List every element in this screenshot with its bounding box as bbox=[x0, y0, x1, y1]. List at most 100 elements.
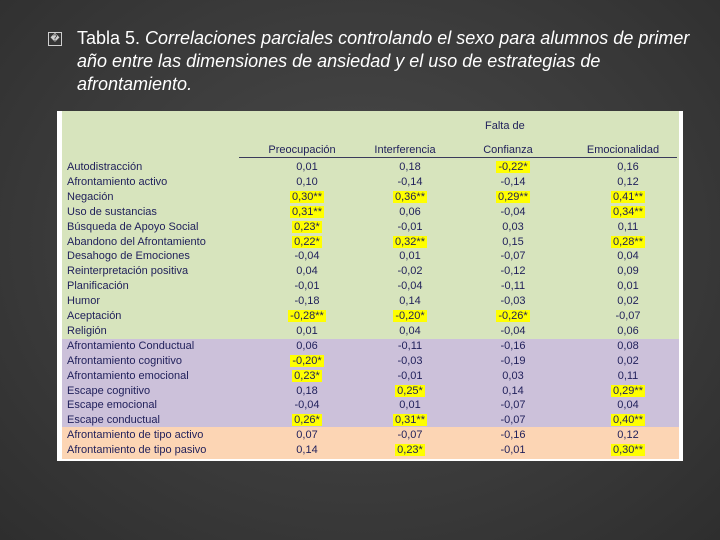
table-row: Reinterpretación positiva 0,04 -0,02 -0,12 0… bbox=[62, 264, 679, 279]
cell-value: -0,26* bbox=[496, 310, 530, 322]
cell-value: 0,11 bbox=[617, 369, 639, 382]
cell-value: -0,16 bbox=[500, 339, 526, 352]
cell-value: -0,01 bbox=[500, 444, 526, 457]
cell-value: 0,18 bbox=[399, 161, 421, 173]
table-cell: -0,01 bbox=[358, 369, 462, 384]
table-cell: 0,07 bbox=[255, 428, 359, 443]
table-cell: -0,14 bbox=[461, 175, 565, 190]
row-label: Afrontamiento de tipo pasivo bbox=[67, 444, 207, 457]
table-row: Escape conductual 0,26* 0,31** -0,07 0,40** bbox=[62, 413, 679, 428]
table-row: Humor -0,18 0,14 -0,03 0,02 bbox=[62, 294, 679, 309]
cell-value: -0,07 bbox=[500, 399, 526, 412]
table-row: Afrontamiento activo 0,10 -0,14 -0,14 0,12 bbox=[62, 175, 679, 190]
column-header: Interferencia bbox=[374, 144, 436, 156]
cell-value: 0,23* bbox=[395, 444, 425, 457]
table-cell: -0,07 bbox=[461, 413, 565, 428]
table-row: Aceptación -0,28** -0,20* -0,26* -0,07 bbox=[62, 309, 679, 324]
table-cell: 0,04 bbox=[576, 398, 680, 413]
correlation-table: Falta de Preocupación Interferencia Conf… bbox=[57, 111, 683, 461]
row-label: Planificación bbox=[67, 280, 129, 293]
table-cell: -0,20* bbox=[255, 354, 359, 369]
table-cell: -0,04 bbox=[255, 398, 359, 413]
table-cell: 0,25* bbox=[358, 384, 462, 399]
orange-band bbox=[62, 427, 679, 459]
green-band bbox=[62, 159, 679, 339]
cell-value: 0,04 bbox=[617, 250, 639, 263]
cell-value: 0,01 bbox=[296, 324, 318, 337]
table-cell: 0,29** bbox=[461, 190, 565, 205]
row-label: Humor bbox=[67, 295, 101, 308]
cell-value: -0,11 bbox=[500, 280, 526, 293]
cell-value: 0,15 bbox=[502, 235, 524, 248]
cell-value: -0,07 bbox=[397, 429, 423, 442]
table-cell: -0,19 bbox=[461, 354, 565, 369]
table-cell: 0,01 bbox=[576, 279, 680, 294]
cell-value: 0,04 bbox=[399, 324, 421, 337]
table-cell: 0,34** bbox=[576, 205, 680, 220]
row-label: Afrontamiento Conductual bbox=[67, 339, 195, 352]
table-cell: 0,02 bbox=[576, 294, 680, 309]
table-cell: 0,31** bbox=[358, 413, 462, 428]
table-cell: -0,16 bbox=[461, 428, 565, 443]
cell-value: 0,40** bbox=[611, 414, 645, 427]
table-cell: 0,03 bbox=[461, 369, 565, 384]
cell-value: -0,04 bbox=[397, 280, 423, 293]
table-cell: -0,11 bbox=[461, 279, 565, 294]
table-cell: 0,36** bbox=[358, 190, 462, 205]
table-cell: -0,01 bbox=[461, 443, 565, 458]
cell-value: -0,16 bbox=[500, 429, 526, 442]
cell-value: 0,18 bbox=[296, 384, 318, 397]
cell-value: 0,22* bbox=[292, 235, 322, 248]
cell-value: 0,09 bbox=[617, 265, 639, 278]
cell-value: -0,19 bbox=[500, 354, 526, 367]
table-row: Planificación -0,01 -0,04 -0,11 0,01 bbox=[62, 279, 679, 294]
table-cell: -0,04 bbox=[358, 279, 462, 294]
table-cell: 0,31** bbox=[255, 205, 359, 220]
cell-value: 0,06 bbox=[617, 324, 639, 337]
header-divider bbox=[239, 157, 677, 158]
cell-value: 0,06 bbox=[296, 339, 318, 352]
table-cell: -0,20* bbox=[358, 309, 462, 324]
table-cell: 0,23* bbox=[255, 369, 359, 384]
table-cell: -0,04 bbox=[461, 205, 565, 220]
table-cell: 0,09 bbox=[576, 264, 680, 279]
row-label: Afrontamiento activo bbox=[67, 175, 168, 188]
table-row: Afrontamiento cognitivo -0,20* -0,03 -0,19 0… bbox=[62, 354, 679, 369]
cell-value: 0,16 bbox=[617, 161, 639, 173]
cell-value: 0,34** bbox=[611, 205, 645, 218]
table-cell: 0,10 bbox=[255, 175, 359, 190]
table-cell: 0,14 bbox=[461, 384, 565, 399]
table-cell: 0,18 bbox=[358, 160, 462, 175]
cell-value: 0,36** bbox=[393, 190, 427, 203]
table-cell: -0,01 bbox=[358, 220, 462, 235]
cell-value: 0,01 bbox=[617, 280, 639, 293]
table-cell: 0,01 bbox=[255, 160, 359, 175]
cell-value: 0,29** bbox=[611, 384, 645, 397]
table-cell: 0,29** bbox=[576, 384, 680, 399]
caption-text: Correlaciones parciales controlando el s… bbox=[77, 28, 690, 94]
cell-value: 0,01 bbox=[296, 161, 318, 173]
row-label: Escape cognitivo bbox=[67, 384, 151, 397]
table-row: Escape emocional -0,04 0,01 -0,07 0,04 bbox=[62, 398, 679, 413]
cell-value: -0,01 bbox=[397, 369, 423, 382]
cell-value: 0,06 bbox=[399, 205, 421, 218]
cell-value: 0,14 bbox=[296, 444, 318, 457]
table-row: Religión 0,01 0,04 -0,04 0,06 bbox=[62, 324, 679, 339]
table-cell: -0,14 bbox=[358, 175, 462, 190]
cell-value: -0,07 bbox=[500, 250, 526, 263]
caption-label: Tabla 5. bbox=[77, 28, 141, 48]
table-cell: -0,07 bbox=[461, 249, 565, 264]
table-cell: 0,04 bbox=[255, 264, 359, 279]
cell-value: 0,07 bbox=[296, 429, 318, 442]
cell-value: 0,01 bbox=[399, 250, 421, 263]
cell-value: -0,14 bbox=[397, 175, 423, 188]
cell-value: 0,23* bbox=[292, 220, 322, 233]
row-label: Reinterpretación positiva bbox=[67, 265, 189, 278]
table-row: Negación 0,30** 0,36** 0,29** 0,41** bbox=[62, 190, 679, 205]
cell-value: -0,03 bbox=[500, 295, 526, 308]
row-label: Negación bbox=[67, 190, 114, 203]
row-label: Afrontamiento de tipo activo bbox=[67, 429, 204, 442]
cell-value: 0,31** bbox=[393, 414, 427, 427]
table-cell: -0,07 bbox=[576, 309, 680, 324]
cell-value: -0,02 bbox=[397, 265, 423, 278]
